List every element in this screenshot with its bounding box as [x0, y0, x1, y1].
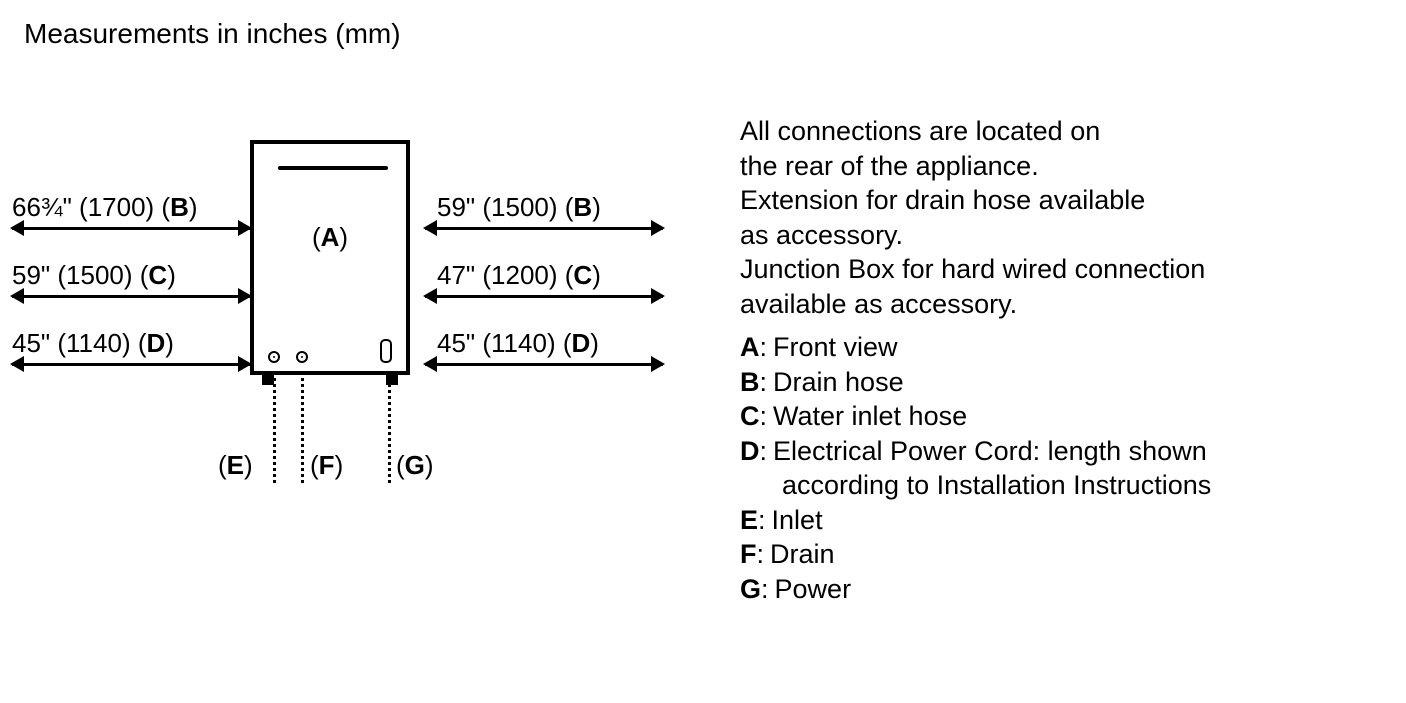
dim-right-D: 45" (1140) (D): [425, 328, 663, 358]
legend-val: Drain hose: [773, 365, 904, 400]
appliance-label: (A): [254, 222, 406, 253]
appliance-slot: [278, 166, 388, 170]
legend-row: E Inlet: [740, 503, 1380, 538]
dim-left-D: 45" (1140) (D): [12, 328, 250, 358]
label-G: (G): [396, 450, 434, 481]
dim-left-C: 59" (1500) (C): [12, 260, 250, 290]
legend-row: D Electrical Power Cord: length shown: [740, 434, 1380, 469]
legend-key: C: [740, 399, 767, 434]
label-E: (E): [218, 450, 253, 481]
port-drain-icon: [296, 351, 308, 363]
page-title: Measurements in inches (mm): [24, 18, 401, 50]
legend-row: F Drain: [740, 537, 1380, 572]
note-line: All connections are located on: [740, 114, 1380, 149]
legend-key: D: [740, 434, 767, 469]
legend-key: A: [740, 330, 767, 365]
legend-val: Drain: [770, 537, 835, 572]
dim-right-B: 59" (1500) (B): [425, 192, 663, 222]
legend-val: Power: [775, 572, 852, 607]
note-line: Extension for drain hose available: [740, 183, 1380, 218]
legend-row: according to Installation Instructions: [740, 468, 1380, 503]
legend-row: B Drain hose: [740, 365, 1380, 400]
legend-key: E: [740, 503, 766, 538]
legend-val: according to Installation Instructions: [782, 468, 1211, 503]
notes-block: All connections are located on the rear …: [740, 114, 1380, 321]
legend-val: Front view: [773, 330, 898, 365]
leader-F: [301, 378, 304, 483]
legend-row: A Front view: [740, 330, 1380, 365]
port-power-icon: [380, 339, 392, 363]
legend-row: C Water inlet hose: [740, 399, 1380, 434]
label-F: (F): [310, 450, 343, 481]
note-line: the rear of the appliance.: [740, 149, 1380, 184]
legend-row: G Power: [740, 572, 1380, 607]
port-inlet-icon: [268, 351, 280, 363]
dim-right-C: 47" (1200) (C): [425, 260, 663, 290]
diagram: (A) 66¾" (1700) (B) 59" (1500) (C) 45" (…: [0, 130, 700, 510]
note-line: Junction Box for hard wired connection: [740, 252, 1380, 287]
legend-val: Inlet: [772, 503, 823, 538]
legend-val: Electrical Power Cord: length shown: [773, 434, 1207, 469]
leader-G: [388, 378, 391, 483]
note-line: available as accessory.: [740, 287, 1380, 322]
appliance-front-view: (A): [250, 140, 410, 375]
legend-val: Water inlet hose: [773, 399, 967, 434]
leader-E: [273, 378, 276, 483]
note-line: as accessory.: [740, 218, 1380, 253]
legend-key: F: [740, 537, 764, 572]
dim-left-B: 66¾" (1700) (B): [12, 192, 250, 222]
legend-key: G: [740, 572, 769, 607]
legend-key: B: [740, 365, 767, 400]
legend-block: A Front viewB Drain hoseC Water inlet ho…: [740, 330, 1380, 606]
